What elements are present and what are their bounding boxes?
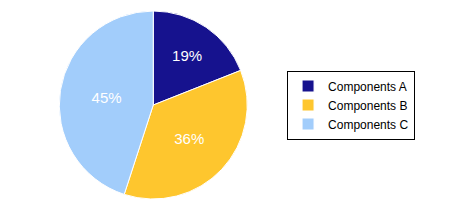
svg-text:Components C: Components C: [328, 118, 408, 132]
svg-text:Components A: Components A: [328, 80, 407, 94]
svg-text:36%: 36%: [174, 130, 204, 147]
svg-text:45%: 45%: [92, 89, 122, 106]
svg-text:19%: 19%: [172, 47, 202, 64]
svg-text:Components B: Components B: [328, 99, 407, 113]
